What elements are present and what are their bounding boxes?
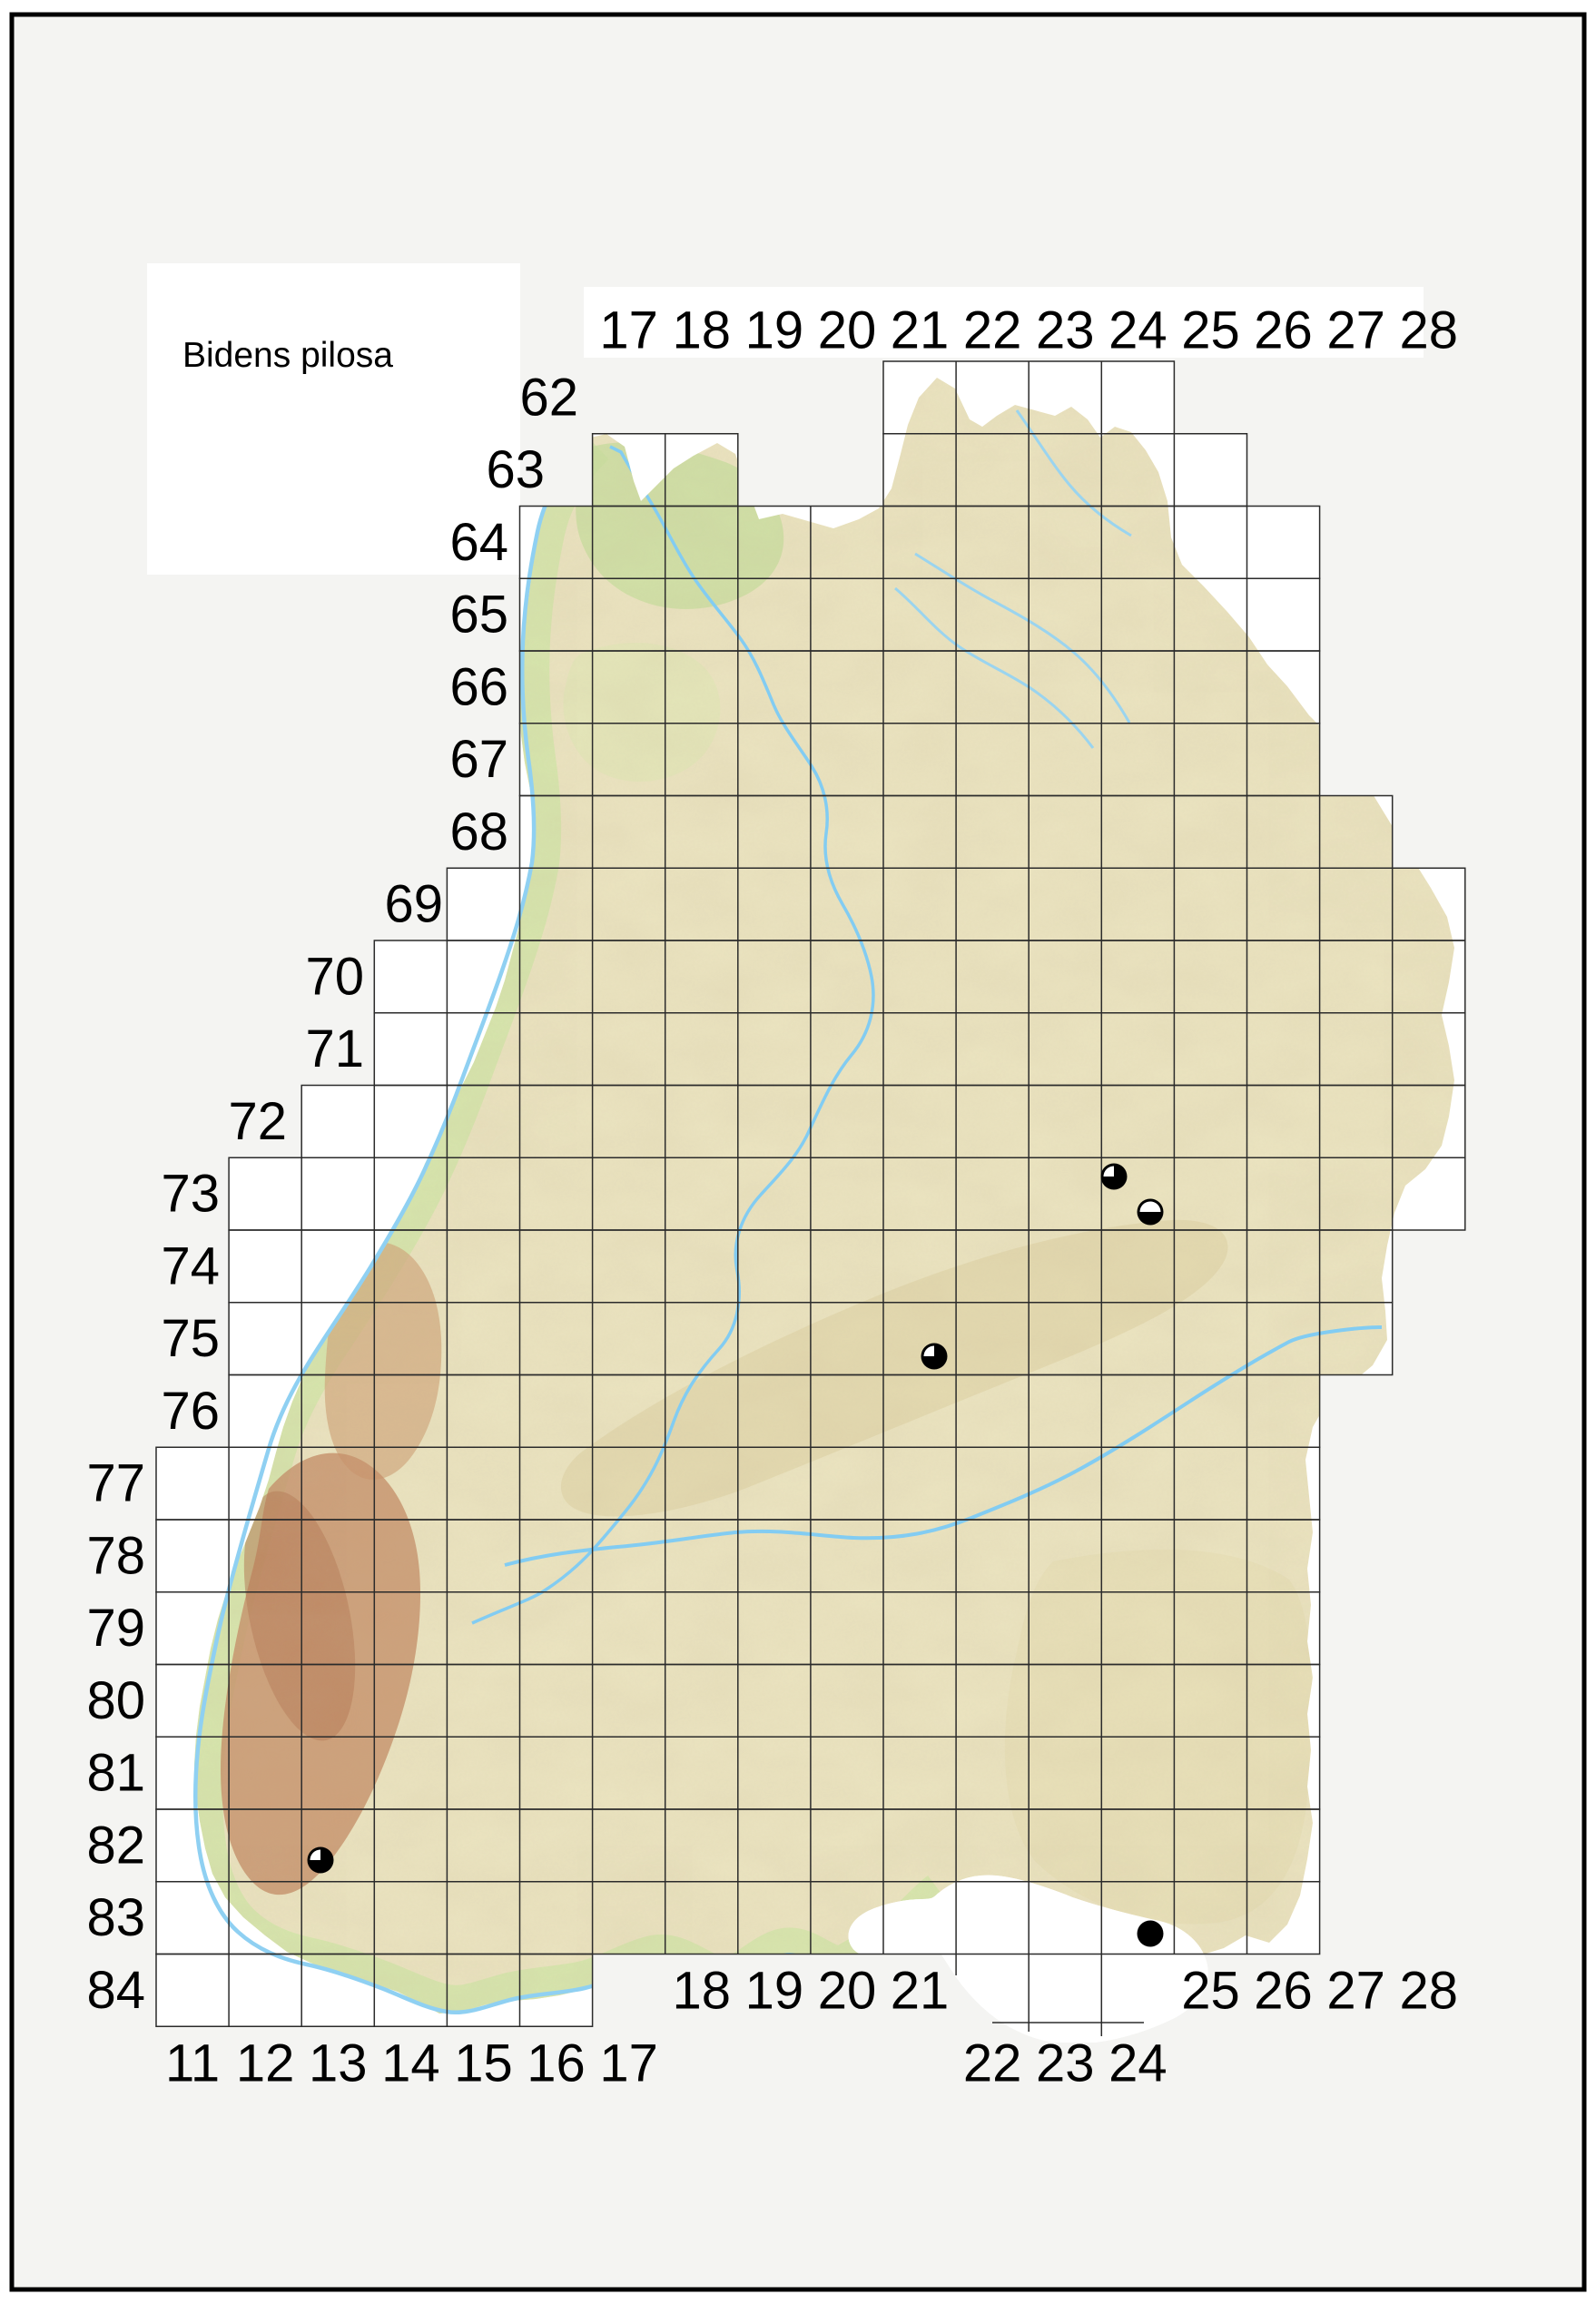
col-label-bottom: 13: [309, 2034, 368, 2093]
col-label-top: 19: [745, 301, 804, 360]
row-label-left: 73: [161, 1165, 220, 1224]
row-label-left: 76: [161, 1382, 220, 1441]
col-label-top: 23: [1036, 301, 1095, 360]
row-label-left: 71: [305, 1019, 364, 1078]
row-label-left: 77: [86, 1454, 145, 1513]
col-label-bottom: 20: [818, 1962, 877, 2021]
col-label-bottom: 26: [1254, 1962, 1313, 2021]
record-dot-upper-half-white: [1139, 1201, 1161, 1212]
col-label-bottom: 18: [672, 1962, 731, 2021]
row-label-left: 78: [86, 1526, 145, 1585]
kocher-river: [894, 586, 1095, 749]
record-dot-base: [1137, 1920, 1164, 1947]
col-label-top: 18: [672, 301, 731, 360]
col-label-top: 27: [1326, 301, 1385, 360]
col-label-bottom: 25: [1181, 1962, 1240, 2021]
col-label-top: 21: [891, 301, 950, 360]
title-box: [147, 263, 520, 575]
record-dot-full-83-24-SE: [1137, 1920, 1164, 1947]
row-label-left: 68: [449, 802, 508, 862]
row-label-left: 62: [519, 368, 578, 427]
row-label-left: 82: [86, 1816, 145, 1875]
species-title: Bidens pilosa: [182, 336, 393, 375]
row-label-left: 70: [305, 947, 364, 1006]
row-label-left: 75: [161, 1309, 220, 1368]
col-label-bottom: 28: [1399, 1962, 1458, 2021]
col-label-bottom: 15: [454, 2034, 513, 2093]
col-label-bottom: 12: [236, 2034, 295, 2093]
neckar-river: [471, 445, 875, 1625]
col-label-bottom: 27: [1326, 1962, 1385, 2021]
page-frame: [9, 12, 1587, 2292]
col-label-bottom: 17: [599, 2034, 658, 2093]
col-label-top: 17: [599, 301, 658, 360]
row-label-left: 72: [228, 1092, 287, 1151]
col-label-top: 20: [818, 301, 877, 360]
row-label-left: 79: [86, 1599, 145, 1658]
col-label-top: 25: [1181, 301, 1240, 360]
record-dot-nw-quarter-white: [923, 1345, 934, 1356]
row-label-left: 67: [449, 730, 508, 789]
map-artwork: [194, 378, 1454, 2043]
col-label-bottom: 14: [381, 2034, 440, 2093]
col-label-top: 24: [1108, 301, 1167, 360]
col-label-top: 22: [963, 301, 1022, 360]
record-dot-three-quarter-75-21-SE: [921, 1343, 948, 1370]
row-label-left: 66: [449, 657, 508, 716]
jagst-river: [914, 552, 1131, 724]
row-label-left: 81: [86, 1744, 145, 1803]
row-label-left: 65: [449, 586, 508, 645]
col-label-bottom: 19: [745, 1962, 804, 2021]
row-label-left: 84: [86, 1961, 145, 2020]
record-dot-three-quarter-73-24-NW: [1100, 1163, 1128, 1190]
row-label-left: 74: [161, 1236, 220, 1295]
row-label-left: 63: [486, 440, 545, 499]
col-label-bottom: 22: [963, 2034, 1022, 2093]
axis-labels: 17 18 19 20 21 22 23 24 25 26 27 286263646566676869…: [86, 301, 1458, 2093]
col-label-bottom: 21: [891, 1962, 950, 2021]
danube-river: [504, 1325, 1383, 1567]
col-label-top: 28: [1399, 301, 1458, 360]
row-label-left: 83: [86, 1888, 145, 1947]
col-label-bottom: 24: [1108, 2034, 1167, 2093]
top-label-strip: [584, 287, 1424, 358]
col-label-bottom: 16: [527, 2034, 586, 2093]
col-label-bottom: 11: [165, 2034, 220, 2093]
record-dot-half-73-24-SE: [1137, 1198, 1164, 1226]
record-dot-nw-quarter-white: [310, 1849, 320, 1860]
row-label-left: 69: [384, 875, 443, 934]
tauber-river: [1015, 409, 1132, 537]
col-label-bottom: 23: [1036, 2034, 1095, 2093]
record-points: [307, 1163, 1164, 1947]
record-dot-three-quarter-82-13-SW: [307, 1846, 334, 1874]
row-label-left: 80: [86, 1671, 145, 1730]
grid-lines: [155, 360, 1466, 2036]
record-dot-nw-quarter-white: [1103, 1166, 1114, 1177]
row-label-left: 64: [449, 513, 508, 572]
col-label-top: 26: [1254, 301, 1313, 360]
